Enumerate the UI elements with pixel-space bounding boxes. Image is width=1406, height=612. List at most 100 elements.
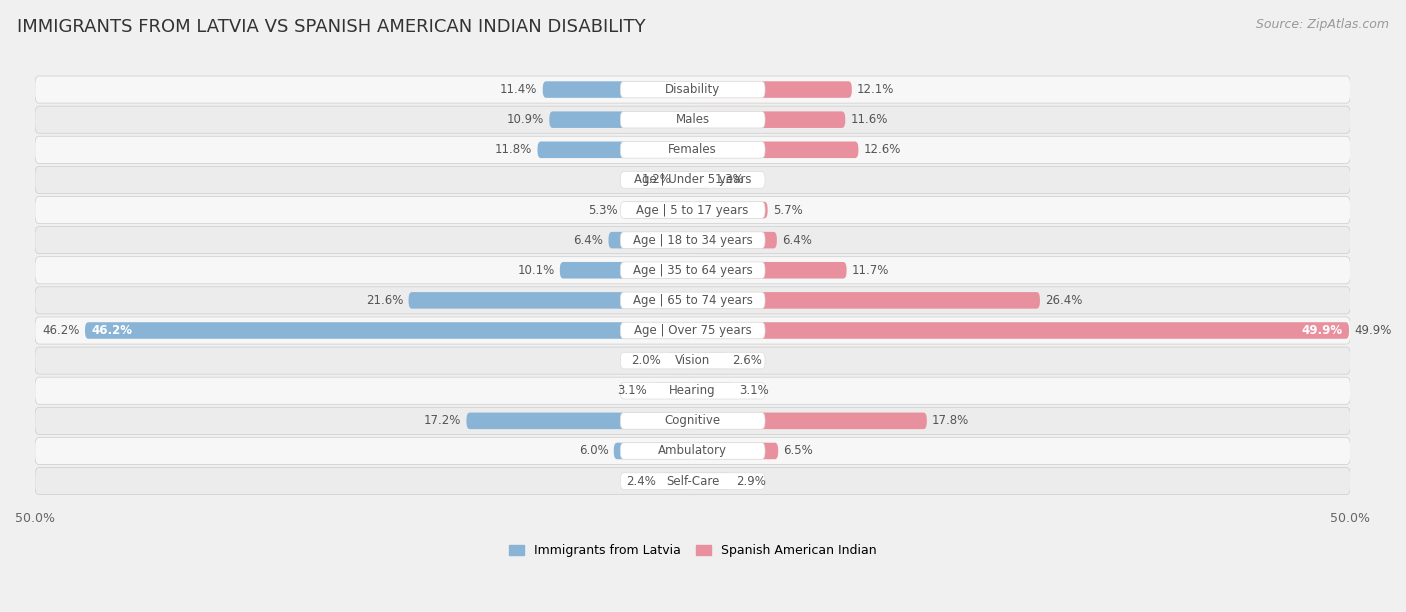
Text: 11.7%: 11.7%: [852, 264, 889, 277]
Text: 2.4%: 2.4%: [626, 474, 655, 488]
FancyBboxPatch shape: [620, 111, 765, 128]
FancyBboxPatch shape: [620, 202, 765, 218]
Text: 17.8%: 17.8%: [932, 414, 969, 427]
FancyBboxPatch shape: [620, 262, 765, 278]
FancyBboxPatch shape: [84, 322, 693, 339]
Text: 10.9%: 10.9%: [506, 113, 544, 126]
Text: Ambulatory: Ambulatory: [658, 444, 727, 457]
FancyBboxPatch shape: [543, 81, 693, 98]
Text: 6.0%: 6.0%: [579, 444, 609, 457]
Text: 21.6%: 21.6%: [366, 294, 404, 307]
FancyBboxPatch shape: [35, 347, 1351, 374]
FancyBboxPatch shape: [35, 377, 1351, 405]
FancyBboxPatch shape: [693, 141, 859, 158]
FancyBboxPatch shape: [35, 166, 1351, 193]
Text: IMMIGRANTS FROM LATVIA VS SPANISH AMERICAN INDIAN DISABILITY: IMMIGRANTS FROM LATVIA VS SPANISH AMERIC…: [17, 18, 645, 36]
FancyBboxPatch shape: [620, 141, 765, 158]
FancyBboxPatch shape: [620, 353, 765, 369]
Text: 12.6%: 12.6%: [863, 143, 901, 156]
FancyBboxPatch shape: [35, 287, 1351, 314]
FancyBboxPatch shape: [693, 111, 845, 128]
FancyBboxPatch shape: [652, 382, 693, 399]
FancyBboxPatch shape: [693, 473, 731, 490]
Text: 11.8%: 11.8%: [495, 143, 533, 156]
FancyBboxPatch shape: [693, 262, 846, 278]
Text: 46.2%: 46.2%: [91, 324, 132, 337]
FancyBboxPatch shape: [35, 196, 1351, 223]
Text: Age | 18 to 34 years: Age | 18 to 34 years: [633, 234, 752, 247]
Text: 2.9%: 2.9%: [737, 474, 766, 488]
FancyBboxPatch shape: [537, 141, 693, 158]
Text: 12.1%: 12.1%: [858, 83, 894, 96]
Text: 49.9%: 49.9%: [1302, 324, 1343, 337]
FancyBboxPatch shape: [609, 232, 693, 248]
Text: 2.6%: 2.6%: [733, 354, 762, 367]
Text: 46.2%: 46.2%: [42, 324, 80, 337]
FancyBboxPatch shape: [661, 473, 693, 490]
Text: Males: Males: [676, 113, 710, 126]
FancyBboxPatch shape: [560, 262, 693, 278]
FancyBboxPatch shape: [693, 412, 927, 429]
FancyBboxPatch shape: [693, 81, 852, 98]
FancyBboxPatch shape: [614, 442, 693, 459]
Text: Age | Over 75 years: Age | Over 75 years: [634, 324, 752, 337]
Text: 2.0%: 2.0%: [631, 354, 661, 367]
FancyBboxPatch shape: [693, 232, 778, 248]
FancyBboxPatch shape: [35, 226, 1351, 254]
FancyBboxPatch shape: [693, 382, 734, 399]
Text: 17.2%: 17.2%: [423, 414, 461, 427]
FancyBboxPatch shape: [620, 232, 765, 248]
Text: Vision: Vision: [675, 354, 710, 367]
FancyBboxPatch shape: [467, 412, 693, 429]
FancyBboxPatch shape: [620, 322, 765, 339]
Text: Source: ZipAtlas.com: Source: ZipAtlas.com: [1256, 18, 1389, 31]
Text: Self-Care: Self-Care: [666, 474, 720, 488]
FancyBboxPatch shape: [35, 76, 1351, 103]
FancyBboxPatch shape: [620, 412, 765, 429]
Text: 6.4%: 6.4%: [782, 234, 813, 247]
Text: 11.6%: 11.6%: [851, 113, 889, 126]
Text: 5.3%: 5.3%: [588, 204, 617, 217]
FancyBboxPatch shape: [620, 382, 765, 399]
FancyBboxPatch shape: [35, 468, 1351, 494]
Text: 1.3%: 1.3%: [716, 173, 745, 187]
FancyBboxPatch shape: [620, 292, 765, 308]
Text: 49.9%: 49.9%: [1354, 324, 1392, 337]
FancyBboxPatch shape: [35, 317, 1351, 344]
Text: Age | 35 to 64 years: Age | 35 to 64 years: [633, 264, 752, 277]
Text: 1.2%: 1.2%: [641, 173, 672, 187]
FancyBboxPatch shape: [620, 171, 765, 188]
Text: Hearing: Hearing: [669, 384, 716, 397]
FancyBboxPatch shape: [623, 202, 693, 218]
Text: 6.5%: 6.5%: [783, 444, 813, 457]
Text: 11.4%: 11.4%: [501, 83, 537, 96]
FancyBboxPatch shape: [620, 442, 765, 459]
FancyBboxPatch shape: [693, 171, 710, 188]
FancyBboxPatch shape: [620, 81, 765, 98]
Text: 6.4%: 6.4%: [574, 234, 603, 247]
FancyBboxPatch shape: [35, 136, 1351, 163]
Text: Disability: Disability: [665, 83, 720, 96]
Legend: Immigrants from Latvia, Spanish American Indian: Immigrants from Latvia, Spanish American…: [503, 539, 882, 562]
Text: 10.1%: 10.1%: [517, 264, 554, 277]
Text: Age | 65 to 74 years: Age | 65 to 74 years: [633, 294, 752, 307]
FancyBboxPatch shape: [35, 438, 1351, 465]
FancyBboxPatch shape: [693, 292, 1040, 308]
FancyBboxPatch shape: [693, 442, 778, 459]
FancyBboxPatch shape: [693, 353, 727, 369]
Text: Females: Females: [668, 143, 717, 156]
FancyBboxPatch shape: [620, 473, 765, 490]
Text: Age | 5 to 17 years: Age | 5 to 17 years: [637, 204, 749, 217]
Text: 3.1%: 3.1%: [738, 384, 769, 397]
Text: 5.7%: 5.7%: [773, 204, 803, 217]
FancyBboxPatch shape: [550, 111, 693, 128]
FancyBboxPatch shape: [693, 322, 1348, 339]
Text: Age | Under 5 years: Age | Under 5 years: [634, 173, 751, 187]
FancyBboxPatch shape: [666, 353, 693, 369]
Text: 3.1%: 3.1%: [617, 384, 647, 397]
FancyBboxPatch shape: [693, 202, 768, 218]
FancyBboxPatch shape: [409, 292, 693, 308]
FancyBboxPatch shape: [35, 106, 1351, 133]
FancyBboxPatch shape: [676, 171, 693, 188]
FancyBboxPatch shape: [35, 256, 1351, 284]
